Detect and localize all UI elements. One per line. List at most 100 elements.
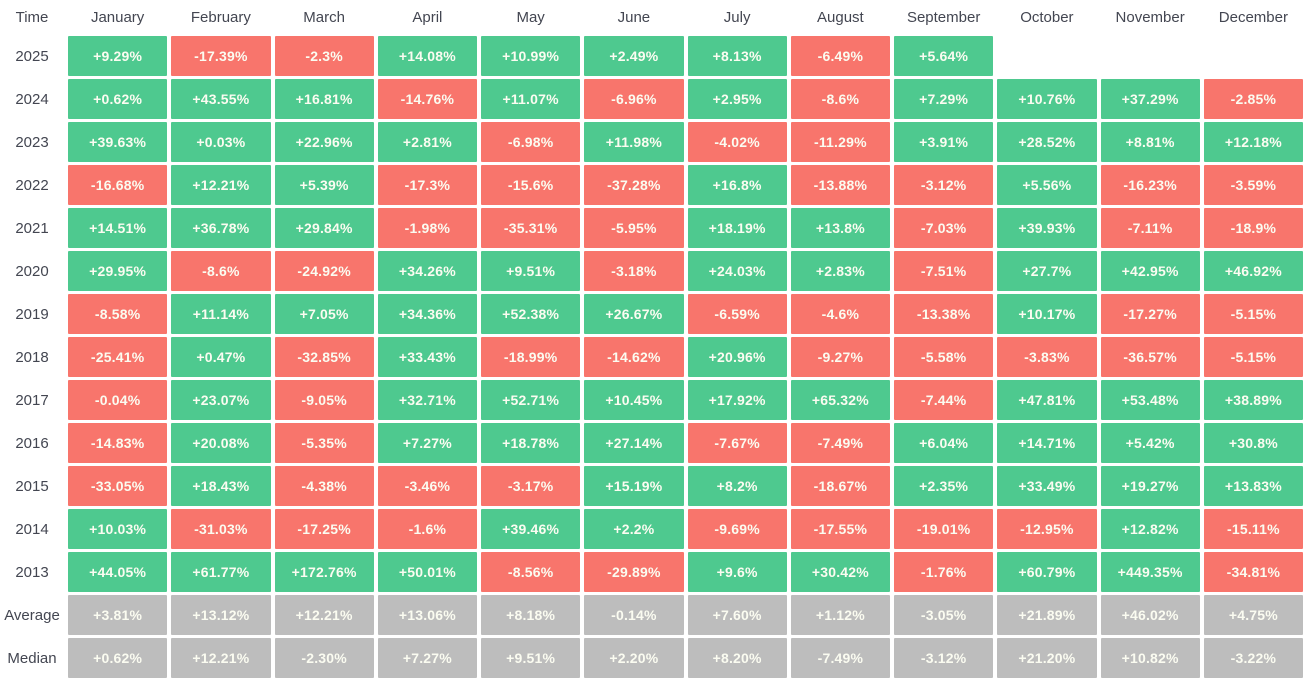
row-label-year: 2020 [15,262,49,280]
return-cell: +4.75% [1203,595,1303,635]
return-cell: +11.98% [584,122,684,162]
return-cell: -6.59% [687,294,787,334]
month-header: March [303,8,345,26]
return-cell: -14.62% [584,337,684,377]
return-cell: +16.8% [687,165,787,205]
return-cell: +53.48% [1100,380,1200,420]
return-cell: -6.96% [584,79,684,119]
return-cell: +9.29% [68,36,168,76]
return-cell: -34.81% [1203,552,1303,592]
time-column-header: Time [15,8,49,26]
return-cell: +33.49% [997,466,1097,506]
return-cell: -17.25% [274,509,374,549]
return-cell: -13.38% [894,294,994,334]
return-cell: -7.49% [790,423,890,463]
return-cell: +33.43% [377,337,477,377]
row-label-year: 2016 [15,434,49,452]
row-label-year: 2015 [15,477,49,495]
row-label-year: 2022 [15,176,49,194]
return-cell: +61.77% [171,552,271,592]
row-label-year: 2018 [15,348,49,366]
return-cell: -7.49% [790,638,890,678]
return-cell: +46.92% [1203,251,1303,291]
return-cell: +34.36% [377,294,477,334]
return-cell: +26.67% [584,294,684,334]
return-cell: +14.51% [68,208,168,248]
return-cell: +8.18% [481,595,581,635]
return-cell: +50.01% [377,552,477,592]
return-cell: +18.43% [171,466,271,506]
empty-cell [1101,36,1200,76]
return-cell: -7.44% [894,380,994,420]
month-header: May [516,8,545,26]
return-cell: +12.21% [171,165,271,205]
return-cell: -3.46% [377,466,477,506]
return-cell: -14.83% [68,423,168,463]
return-cell: -33.05% [68,466,168,506]
return-cell: -7.11% [1100,208,1200,248]
return-cell: +27.7% [997,251,1097,291]
return-cell: -17.39% [171,36,271,76]
return-cell: +2.83% [790,251,890,291]
return-cell: +11.07% [481,79,581,119]
return-cell: +27.14% [584,423,684,463]
return-cell: +172.76% [274,552,374,592]
return-cell: +0.03% [171,122,271,162]
return-cell: -7.67% [687,423,787,463]
return-cell: +10.76% [997,79,1097,119]
return-cell: -6.49% [790,36,890,76]
return-cell: +16.81% [274,79,374,119]
return-cell: +8.81% [1100,122,1200,162]
return-cell: +39.93% [997,208,1097,248]
row-label-summary: Average [4,606,60,624]
return-cell: +9.51% [481,638,581,678]
return-cell: -2.3% [274,36,374,76]
return-cell: -29.89% [584,552,684,592]
return-cell: +8.20% [687,638,787,678]
return-cell: +60.79% [997,552,1097,592]
row-label-summary: Median [7,649,57,667]
return-cell: +14.08% [377,36,477,76]
return-cell: +0.62% [68,638,168,678]
return-cell: -9.69% [687,509,787,549]
month-header: February [190,8,251,26]
return-cell: +13.12% [171,595,271,635]
return-cell: +2.20% [584,638,684,678]
return-cell: -3.22% [1203,638,1303,678]
return-cell: -2.30% [274,638,374,678]
return-cell: +19.27% [1100,466,1200,506]
return-cell: +42.95% [1100,251,1200,291]
return-cell: -16.23% [1100,165,1200,205]
return-cell: +12.82% [1100,509,1200,549]
return-cell: +39.46% [481,509,581,549]
return-cell: +10.17% [997,294,1097,334]
return-cell: -25.41% [68,337,168,377]
return-cell: +7.27% [377,423,477,463]
month-header: August [817,8,864,26]
return-cell: -32.85% [274,337,374,377]
row-label-year: 2023 [15,133,49,151]
return-cell: +36.78% [171,208,271,248]
return-cell: -3.05% [894,595,994,635]
return-cell: +1.12% [790,595,890,635]
return-cell: +52.71% [481,380,581,420]
return-cell: -7.51% [894,251,994,291]
return-cell: +12.21% [171,638,271,678]
return-cell: +46.02% [1100,595,1200,635]
return-cell: +12.18% [1203,122,1303,162]
return-cell: +5.42% [1100,423,1200,463]
row-label-year: 2013 [15,563,49,581]
return-cell: -8.6% [790,79,890,119]
return-cell: +7.27% [377,638,477,678]
return-cell: +5.39% [274,165,374,205]
return-cell: +10.45% [584,380,684,420]
return-cell: +9.51% [481,251,581,291]
return-cell: +21.89% [997,595,1097,635]
return-cell: -8.56% [481,552,581,592]
return-cell: +34.26% [377,251,477,291]
return-cell: +39.63% [68,122,168,162]
return-cell: -4.38% [274,466,374,506]
return-cell: +8.2% [687,466,787,506]
return-cell: +14.71% [997,423,1097,463]
